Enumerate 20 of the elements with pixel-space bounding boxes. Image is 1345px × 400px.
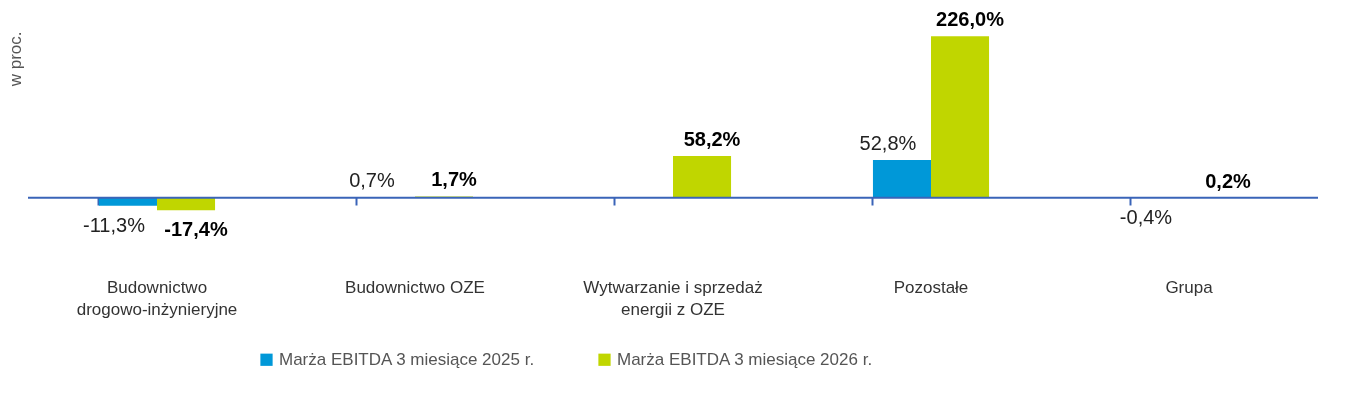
data-label: -11,3% — [83, 213, 146, 236]
legend-label: Marża EBITDA 3 miesiące 2025 r. — [279, 349, 535, 369]
y-axis-title: w proc. — [5, 31, 25, 88]
data-label: 226,0% — [936, 8, 1005, 31]
bar — [931, 36, 990, 198]
data-label: 58,2% — [683, 128, 741, 151]
x-tick-label: Budownictwo OZE — [345, 277, 485, 297]
data-label: 0,2% — [1205, 169, 1252, 192]
x-tick-label: Wytwarzanie i sprzedaż energii z OZE — [583, 277, 763, 319]
x-tick-label: Grupa — [1165, 277, 1214, 297]
data-label: 52,8% — [859, 131, 917, 154]
data-label: -17,4% — [164, 218, 228, 241]
legend-label: Marża EBITDA 3 miesiące 2026 r. — [617, 349, 873, 369]
bar — [872, 159, 931, 198]
data-label: 0,7% — [349, 169, 395, 192]
bar — [673, 156, 732, 198]
x-tick-label: Budownictwo drogowo-inżynieryjne — [76, 277, 238, 319]
data-label: 1,7% — [431, 168, 478, 191]
data-label: -0,4% — [1119, 205, 1173, 228]
x-tick-label: Pozostałe — [893, 277, 969, 297]
